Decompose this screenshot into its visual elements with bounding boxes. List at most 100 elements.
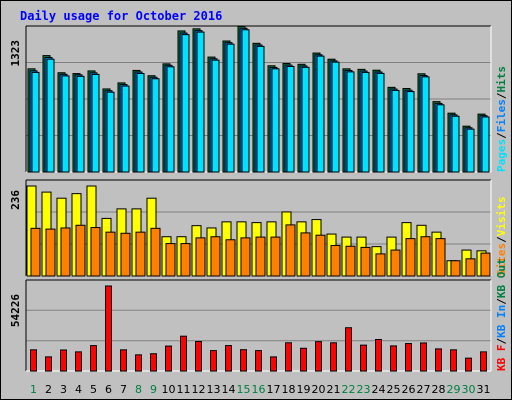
bar-kbytes-day-13 [210, 350, 217, 372]
bar-kbytes-day-20 [315, 341, 322, 372]
legend-entry: / [495, 338, 508, 345]
bar-sites-day-20 [315, 234, 326, 277]
bar-sites-day-23 [360, 246, 371, 277]
bar-kbytes-day-26 [405, 343, 412, 372]
legend-entry: / [495, 298, 508, 305]
bar-sites-day-30 [465, 258, 476, 277]
bar-sites-day-25 [390, 249, 401, 277]
bar-kbytes-day-18 [285, 342, 292, 372]
bar-sites-day-1 [30, 227, 41, 277]
legend-hits-files-pages: Pages/Files/Hits [495, 66, 508, 172]
bar-sites-day-21 [330, 244, 341, 277]
bar-pages-day-13 [211, 59, 220, 173]
y-max-label: 236 [9, 190, 22, 210]
x-tick-label: 7 [120, 383, 127, 396]
legend-entry: Visits [495, 197, 508, 237]
legend-entry: Pages [495, 139, 508, 172]
legend-entry: / [495, 92, 508, 99]
bar-pages-day-18 [286, 65, 295, 173]
x-tick-label: 10 [162, 383, 176, 396]
bar-pages-day-22 [346, 71, 355, 173]
bar-pages-day-10 [166, 66, 175, 173]
legend-entry: KB In [495, 305, 508, 338]
x-tick-label: 13 [207, 383, 221, 396]
bar-pages-day-1 [31, 71, 40, 173]
bar-kbytes-day-19 [300, 347, 307, 372]
bar-pages-day-12 [196, 31, 205, 173]
x-tick-label: 4 [75, 383, 82, 396]
bar-sites-day-3 [60, 227, 71, 277]
bar-pages-day-9 [151, 78, 160, 173]
bar-sites-day-7 [120, 232, 131, 277]
bar-sites-day-10 [165, 243, 176, 277]
bar-sites-day-14 [225, 239, 236, 277]
x-tick-label: 18 [282, 383, 296, 396]
x-tick-label: 23 [357, 383, 371, 396]
bar-kbytes-day-27 [420, 342, 427, 372]
bar-kbytes-day-23 [360, 344, 367, 372]
bar-pages-day-14 [226, 43, 235, 173]
x-tick-label: 14 [222, 383, 236, 396]
bar-sites-day-24 [375, 253, 386, 277]
bar-pages-day-27 [421, 76, 430, 173]
bar-kbytes-day-31 [480, 351, 487, 372]
bar-pages-day-5 [91, 73, 100, 173]
x-tick-label: 24 [372, 383, 386, 396]
bar-pages-day-26 [406, 91, 415, 173]
x-tick-label: 22 [342, 383, 356, 396]
bar-pages-day-23 [361, 71, 370, 173]
bar-sites-day-19 [300, 232, 311, 277]
bar-pages-day-20 [316, 55, 325, 173]
x-tick-label: 15 [237, 383, 251, 396]
x-tick-label: 20 [312, 383, 326, 396]
bar-sites-day-22 [345, 245, 356, 277]
bar-pages-day-21 [331, 61, 340, 173]
bar-sites-day-15 [240, 237, 251, 277]
legend-entry: / [495, 132, 508, 139]
legend-visits-sites: Sites/Visits [495, 197, 508, 277]
x-tick-label: 31 [477, 383, 491, 396]
bar-kbytes-day-29 [450, 349, 457, 372]
bar-kbytes-day-10 [165, 345, 172, 372]
x-tick-label: 25 [387, 383, 401, 396]
bar-kbytes-day-2 [45, 356, 52, 372]
x-tick-label: 2 [45, 383, 52, 396]
x-tick-label: 6 [105, 383, 112, 396]
bar-kbytes-day-8 [135, 354, 142, 372]
legend-entry: / [495, 236, 508, 243]
x-tick-label: 21 [327, 383, 341, 396]
bar-sites-day-6 [105, 231, 116, 277]
bar-pages-day-16 [256, 45, 265, 173]
x-tick-label: 8 [135, 383, 142, 396]
x-tick-label: 1 [30, 383, 37, 396]
bar-sites-day-12 [195, 237, 206, 277]
x-tick-label: 16 [252, 383, 266, 396]
x-tick-label: 30 [462, 383, 476, 396]
legend-entry: Files [495, 99, 508, 132]
legend-entry: KB F [495, 345, 508, 372]
bar-kbytes-day-16 [255, 350, 262, 372]
x-tick-label: 5 [90, 383, 97, 396]
bar-sites-day-29 [450, 260, 461, 277]
x-tick-label: 12 [192, 383, 206, 396]
bar-sites-day-11 [180, 243, 191, 277]
bar-pages-day-30 [466, 128, 475, 173]
bar-sites-day-31 [480, 252, 491, 277]
y-max-label: 1323 [9, 40, 22, 67]
bar-pages-day-4 [76, 75, 85, 173]
bar-pages-day-25 [391, 89, 400, 173]
bar-pages-day-3 [61, 75, 70, 173]
bar-kbytes-day-7 [120, 349, 127, 372]
x-tick-label: 29 [447, 383, 461, 396]
bar-pages-day-29 [451, 115, 460, 173]
bar-kbytes-day-6 [105, 285, 112, 372]
bar-sites-day-5 [90, 227, 101, 277]
x-tick-label: 28 [432, 383, 446, 396]
bar-sites-day-28 [435, 238, 446, 277]
bar-sites-day-26 [405, 238, 416, 277]
bar-kbytes-day-22 [345, 327, 352, 372]
bar-pages-day-17 [271, 68, 280, 173]
legend-kbytes: KB F/KB In/KB Out [495, 258, 508, 371]
bar-sites-day-18 [285, 224, 296, 277]
